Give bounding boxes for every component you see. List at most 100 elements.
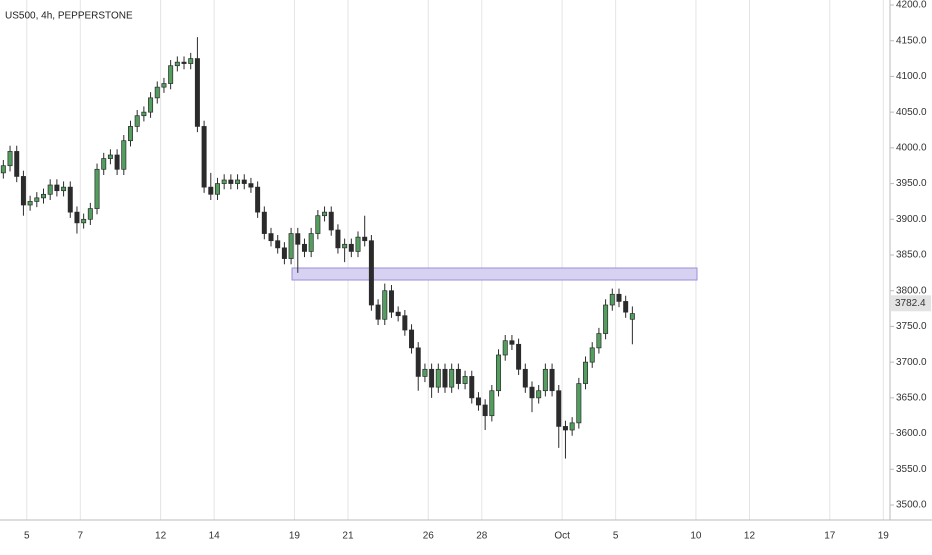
y-tick-label: 3500.0 (896, 500, 927, 511)
candle-body (388, 290, 394, 313)
candle-body (455, 368, 461, 384)
candle-body (74, 211, 80, 224)
candle-body (402, 315, 408, 331)
candle-body (629, 313, 635, 320)
x-tick-label: 21 (342, 531, 354, 542)
candle-body (342, 243, 348, 249)
candle-body (61, 186, 67, 192)
candle-body (348, 243, 354, 252)
candle-body (181, 61, 187, 64)
candle-body (322, 211, 328, 217)
candle-body (375, 304, 381, 320)
y-tick-label: 3950.0 (896, 178, 927, 189)
candle-body (34, 197, 40, 202)
candle-body (134, 115, 140, 127)
candle-body (435, 368, 441, 388)
candle-body (562, 426, 568, 431)
x-tick-label: 14 (209, 531, 221, 542)
x-tick-label: 5 (24, 531, 30, 542)
candle-body (328, 211, 334, 231)
candle-body (308, 233, 314, 252)
x-tick-label: 12 (155, 531, 167, 542)
candle-body (395, 311, 401, 317)
candle-body (536, 390, 542, 399)
candle-body (221, 179, 227, 184)
candle-body (422, 368, 428, 377)
candle-body (623, 301, 629, 313)
candle-body (161, 83, 167, 88)
candle-body (47, 184, 53, 195)
candle-body (67, 186, 73, 213)
candle-body (107, 154, 113, 159)
candle-body (569, 422, 575, 431)
x-tick-label: 10 (690, 531, 702, 542)
candle-body (295, 233, 301, 245)
candle-body (54, 184, 60, 192)
candle-body (315, 215, 321, 234)
y-tick-label: 3700.0 (896, 357, 927, 368)
y-tick-label: 4200.0 (896, 0, 927, 11)
candle-body (596, 333, 602, 349)
candle-body (516, 343, 522, 370)
candle-body (281, 247, 287, 259)
candle-body (261, 211, 267, 234)
candle-body (609, 293, 615, 306)
candle-body (589, 347, 595, 363)
candle-body (529, 386, 535, 399)
candle-body (275, 240, 281, 249)
chart-title: US500, 4h, PEPPERSTONE (5, 11, 133, 22)
candle-body (27, 201, 33, 206)
candle-body (576, 383, 582, 424)
candle-body (121, 140, 127, 170)
y-tick-label: 3750.0 (896, 321, 927, 332)
candle-body (522, 368, 528, 388)
x-tick-label: 26 (423, 531, 435, 542)
candle-body (214, 183, 220, 195)
candle-body (201, 126, 207, 188)
candle-body (489, 390, 495, 417)
y-tick-label: 3900.0 (896, 214, 927, 225)
candle-body (556, 390, 562, 427)
candle-body (542, 368, 548, 392)
candle-body (194, 58, 200, 127)
candle-body (255, 186, 261, 213)
candle-body (462, 376, 468, 384)
candle-body (603, 304, 609, 334)
candle-body (382, 290, 388, 320)
candle-body (81, 218, 87, 224)
candle-body (127, 126, 133, 142)
x-tick-label: 28 (476, 531, 488, 542)
zone (291, 267, 698, 281)
x-tick-label: 7 (78, 531, 84, 542)
y-tick-label: 4000.0 (896, 142, 927, 153)
candle-body (248, 183, 254, 188)
candle-body (475, 397, 481, 406)
candle-body (409, 329, 415, 349)
candle-body (154, 86, 160, 99)
candle-body (188, 58, 194, 64)
candle-body (583, 361, 589, 384)
candle-body (616, 293, 622, 302)
x-tick-label: 19 (289, 531, 301, 542)
candle-body (208, 186, 214, 195)
candle-body (301, 243, 307, 252)
candle-body (502, 340, 508, 356)
candle-body (482, 404, 488, 417)
candle-body (415, 347, 421, 377)
candle-body (41, 193, 46, 199)
y-tick-label: 4100.0 (896, 71, 927, 82)
candle-body (355, 236, 361, 252)
last-price-box (891, 295, 931, 312)
candle-body (549, 368, 555, 392)
candle-body (141, 111, 147, 117)
candle-body (288, 233, 294, 259)
candle-body (442, 368, 448, 388)
candle-body (14, 151, 20, 177)
y-tick-label: 3850.0 (896, 250, 927, 261)
grid (26, 0, 884, 520)
y-tick-label: 3650.0 (896, 392, 927, 403)
candle-body (168, 65, 174, 84)
y-tick-label: 4150.0 (896, 35, 927, 46)
x-tick-label: 5 (613, 531, 619, 542)
